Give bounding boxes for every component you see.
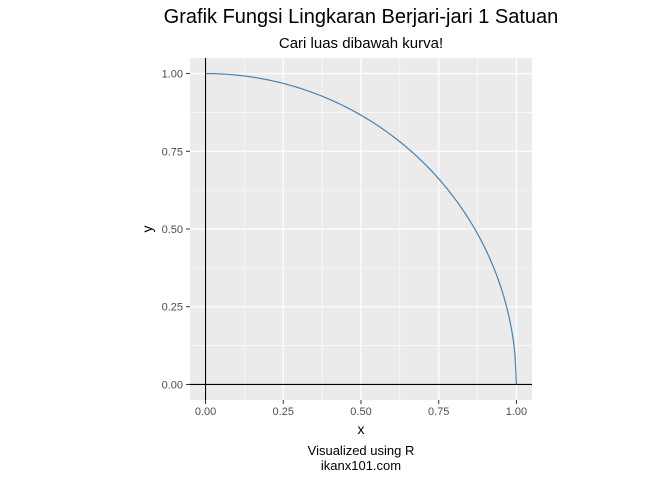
x-tick-label: 1.00 bbox=[506, 406, 527, 418]
y-tick-label: 0.25 bbox=[162, 302, 183, 314]
x-tick-label: 0.50 bbox=[350, 406, 371, 418]
x-axis-title: x bbox=[358, 421, 365, 437]
y-tick-label: 1.00 bbox=[162, 69, 183, 81]
x-tick-label: 0.75 bbox=[428, 406, 449, 418]
x-tick-label: 0.25 bbox=[273, 406, 294, 418]
caption-line-2: ikanx101.com bbox=[321, 458, 401, 473]
chart-title: Grafik Fungsi Lingkaran Berjari-jari 1 S… bbox=[164, 6, 559, 28]
chart-subtitle: Cari luas dibawah kurva! bbox=[279, 35, 443, 52]
y-tick-label: 0.50 bbox=[162, 224, 183, 236]
series-layer bbox=[205, 72, 518, 385]
series-line-0 bbox=[205, 72, 518, 385]
y-tick-label: 0.75 bbox=[162, 146, 183, 158]
caption-line-1: Visualized using R bbox=[308, 443, 415, 458]
x-axis: 0.00 0.25 0.50 0.75 1.00 bbox=[195, 400, 527, 418]
reference-lines bbox=[190, 58, 532, 400]
y-tick-label: 0.00 bbox=[162, 379, 183, 391]
y-axis-title: y bbox=[139, 226, 155, 233]
x-tick-label: 0.00 bbox=[195, 406, 216, 418]
y-axis: 0.00 0.25 0.50 0.75 1.00 bbox=[162, 69, 190, 391]
